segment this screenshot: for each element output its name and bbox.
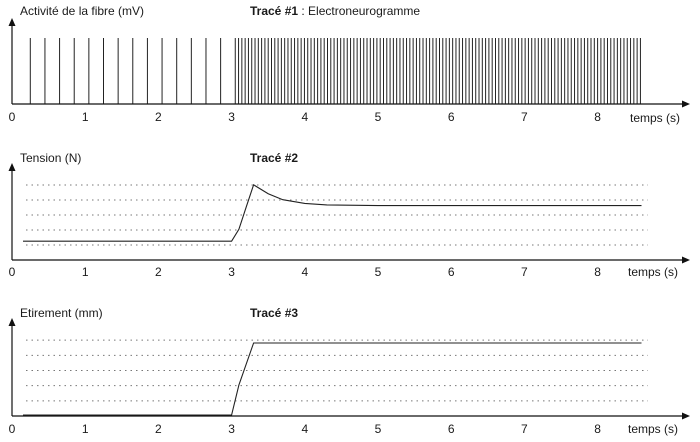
axes xyxy=(8,18,690,108)
x-tick-label: 4 xyxy=(301,422,308,436)
x-tick-label: 3 xyxy=(228,110,235,124)
grid xyxy=(26,184,648,246)
x-axis-arrow xyxy=(682,100,690,108)
x-tick-label: 4 xyxy=(301,265,308,279)
chart-title-bold: Tracé #3 xyxy=(250,306,298,320)
y-axis-label: Activité de la fibre (mV) xyxy=(20,4,144,18)
y-axis-arrow xyxy=(8,18,16,26)
panel-trace-3: Etirement (mm) Tracé #3 0 1 2 3 4 5 6 7 8 temps … xyxy=(8,306,690,436)
x-tick-label: 0 xyxy=(9,265,16,279)
x-tick-label: 2 xyxy=(155,110,162,124)
stretch-series xyxy=(23,342,642,416)
chart-title: Tracé #1 : Electroneurogramme xyxy=(250,4,420,18)
x-tick-label: 0 xyxy=(9,422,16,436)
y-axis-label: Etirement (mm) xyxy=(20,306,103,320)
x-tick-label: 1 xyxy=(82,422,89,436)
x-tick-label: 6 xyxy=(448,422,455,436)
chart-title: Tracé #2 xyxy=(250,151,298,165)
x-tick-label: 8 xyxy=(594,422,601,436)
y-axis-arrow xyxy=(8,318,16,326)
axes xyxy=(8,318,690,420)
grid xyxy=(26,339,648,402)
y-axis-arrow xyxy=(8,163,16,171)
x-tick-label: 7 xyxy=(521,422,528,436)
x-tick-label: 6 xyxy=(448,110,455,124)
panel-trace-2: Tension (N) Tracé #2 0 1 2 3 4 5 6 7 8 temps (s) xyxy=(8,151,690,279)
chart-title-bold: Tracé #1 xyxy=(250,4,298,18)
x-axis-arrow xyxy=(682,256,690,264)
x-tick-label: 4 xyxy=(301,110,308,124)
x-tick-label: 7 xyxy=(521,265,528,279)
x-tick-label: 7 xyxy=(521,110,528,124)
x-tick-label: 8 xyxy=(594,265,601,279)
chart-title-rest: : Electroneurogramme xyxy=(298,4,420,18)
axes xyxy=(8,163,690,264)
tension-series xyxy=(23,183,642,242)
x-tick-label: 3 xyxy=(228,265,235,279)
series-line xyxy=(23,342,642,416)
x-tick-labels: 0 1 2 3 4 5 6 7 8 xyxy=(9,265,602,279)
x-axis-label: temps (s) xyxy=(628,265,678,279)
x-tick-label: 0 xyxy=(9,110,16,124)
x-axis-arrow xyxy=(682,412,690,420)
spike-train xyxy=(29,38,641,104)
x-tick-label: 2 xyxy=(155,422,162,436)
x-tick-label: 6 xyxy=(448,265,455,279)
y-axis-label: Tension (N) xyxy=(20,151,81,165)
x-tick-label: 5 xyxy=(375,110,382,124)
x-tick-label: 2 xyxy=(155,265,162,279)
x-tick-label: 1 xyxy=(82,110,89,124)
x-tick-label: 8 xyxy=(594,110,601,124)
chart-title: Tracé #3 xyxy=(250,306,298,320)
x-axis-label: temps (s) xyxy=(630,111,680,125)
panel-trace-1: Activité de la fibre (mV) Tracé #1 : Ele… xyxy=(8,4,690,125)
series-line xyxy=(23,183,642,242)
x-tick-label: 5 xyxy=(375,422,382,436)
x-tick-label: 5 xyxy=(375,265,382,279)
x-tick-labels: 0 1 2 3 4 5 6 7 8 xyxy=(9,110,602,124)
x-axis-label: temps (s) xyxy=(628,422,678,436)
x-tick-label: 3 xyxy=(228,422,235,436)
chart-title-bold: Tracé #2 xyxy=(250,151,298,165)
x-tick-label: 1 xyxy=(82,265,89,279)
x-tick-labels: 0 1 2 3 4 5 6 7 8 xyxy=(9,422,602,436)
